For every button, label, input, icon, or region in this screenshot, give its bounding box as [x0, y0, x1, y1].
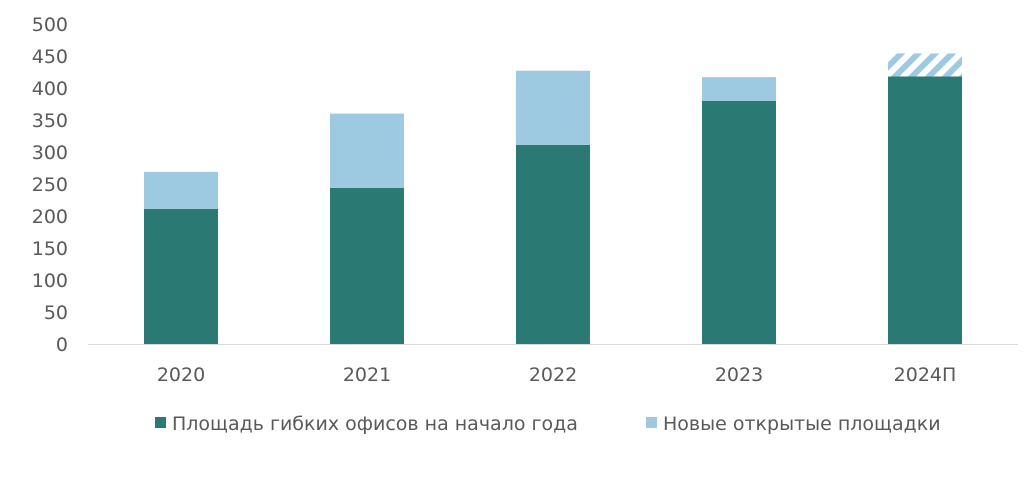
y-tick-label: 400 [32, 78, 68, 100]
y-tick-label: 150 [32, 238, 68, 260]
bar-segment-base-area [888, 76, 962, 344]
x-tick-label: 2024П [894, 364, 957, 386]
bar-segment-base-area [144, 208, 218, 344]
y-tick-label: 200 [32, 206, 68, 228]
y-tick-label: 500 [32, 14, 68, 36]
x-tick-label: 2020 [157, 364, 205, 386]
x-tick-label: 2022 [529, 364, 577, 386]
y-tick-label: 300 [32, 142, 68, 164]
y-tick-label: 50 [44, 302, 68, 324]
x-axis: 2020 2021 2022 2023 2024П [157, 364, 957, 386]
bar-segment-new-sites [330, 113, 404, 188]
y-tick-label: 0 [56, 334, 68, 356]
legend-label: Площадь гибких офисов на начало года [172, 413, 578, 435]
legend-label: Новые открытые площадки [663, 413, 941, 435]
legend-swatch [646, 417, 657, 428]
bar-segment-base-area [516, 144, 590, 344]
bar-segment-new-sites [144, 171, 218, 209]
y-tick-label: 450 [32, 46, 68, 68]
x-tick-label: 2021 [343, 364, 391, 386]
bar-segment-new-sites [516, 70, 590, 145]
bar-segment-new-sites [702, 77, 776, 101]
bar-segment-new-sites [888, 53, 962, 77]
y-axis: 0 50 100 150 200 250 300 350 400 450 500 [32, 14, 68, 356]
y-tick-label: 350 [32, 110, 68, 132]
y-tick-label: 250 [32, 174, 68, 196]
legend: Площадь гибких офисов на начало года Новы… [155, 413, 941, 435]
y-tick-label: 100 [32, 270, 68, 292]
legend-swatch [155, 417, 166, 428]
bar-segment-base-area [330, 187, 404, 344]
bars [144, 53, 962, 344]
bar-segment-base-area [702, 100, 776, 344]
x-tick-label: 2023 [715, 364, 763, 386]
